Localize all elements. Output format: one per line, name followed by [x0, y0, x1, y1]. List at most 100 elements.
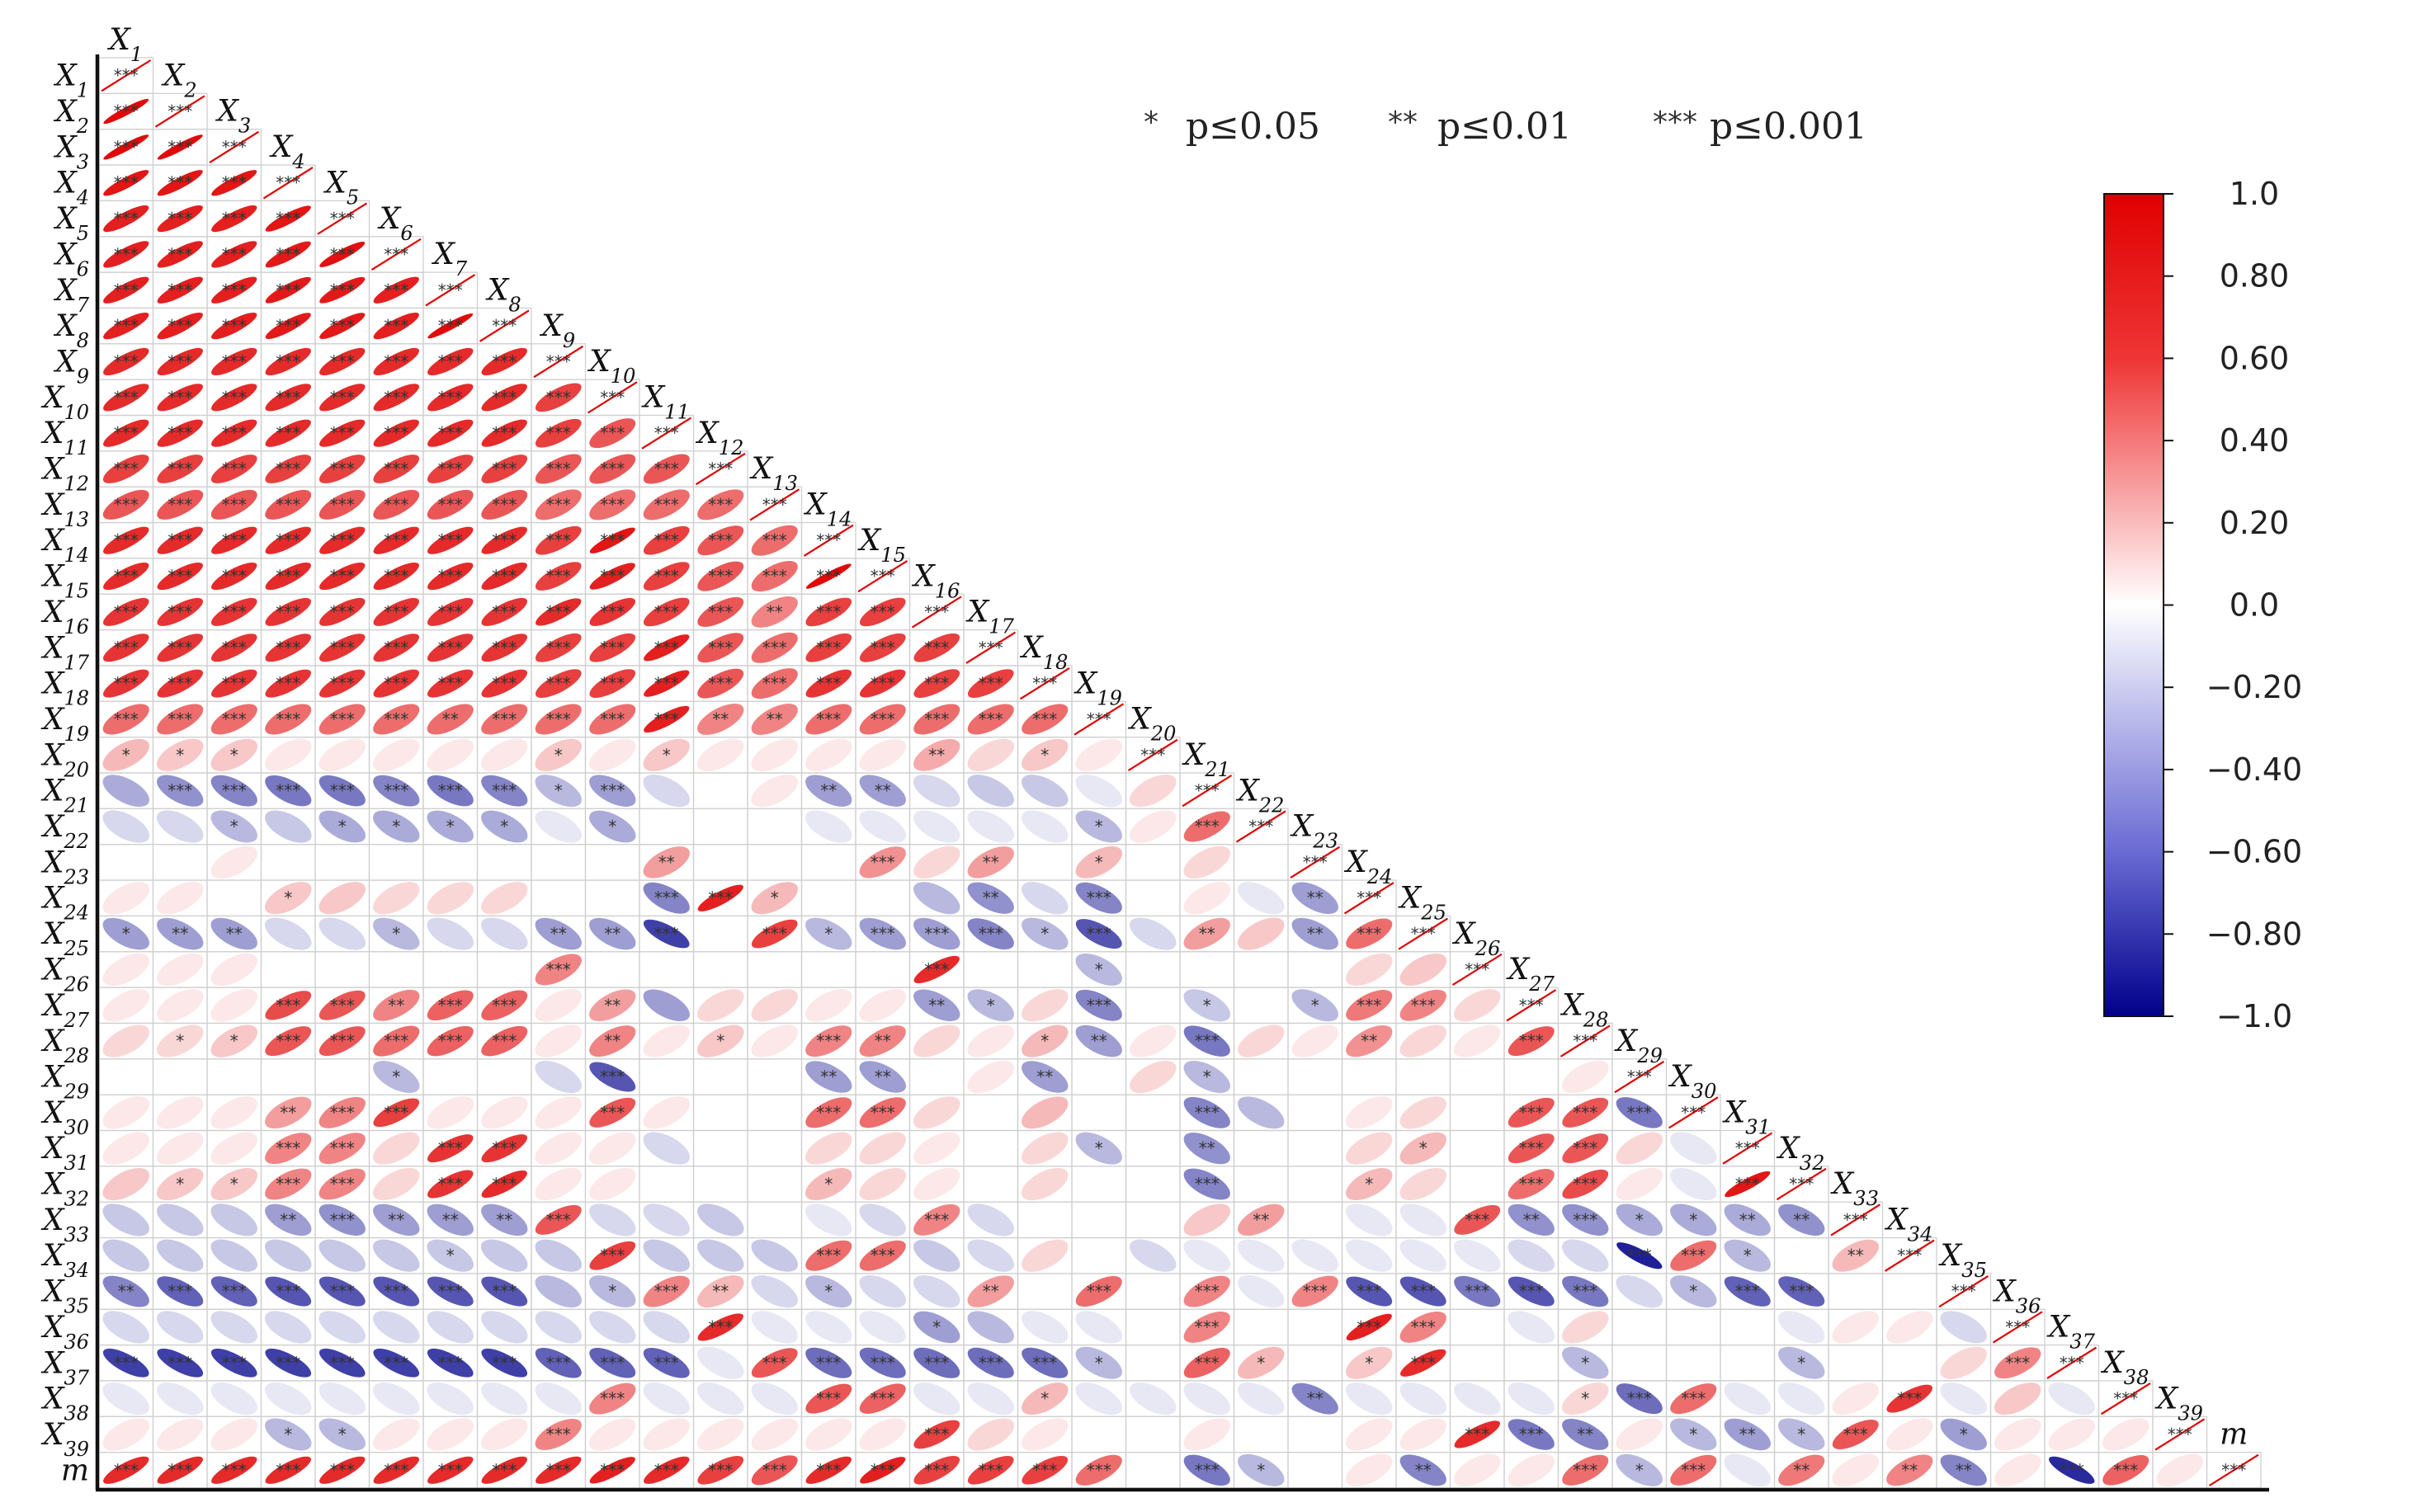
ellipse-m-X25	[1399, 1454, 1446, 1486]
ellipse-X14-X3	[211, 526, 257, 554]
significance-X19-X3: ***	[222, 709, 247, 729]
significance-X24-X4: *	[284, 888, 292, 908]
significance-X10-X8: ***	[492, 388, 517, 407]
ellipse-X30-X5	[319, 1096, 366, 1128]
ellipse-X38-X2	[156, 1382, 204, 1415]
ellipse-X29-X3	[210, 1060, 258, 1094]
ellipse-X33-X19	[1075, 1203, 1123, 1236]
significance-X18-X16: ***	[924, 674, 949, 694]
ellipse-X31-X22	[1237, 1132, 1285, 1165]
ellipse-X17-X4	[265, 634, 312, 662]
ellipse-X23-X2	[156, 845, 204, 879]
ellipse-X39-X18	[1021, 1418, 1069, 1451]
ellipse-X34-X20	[1129, 1239, 1177, 1272]
significance-X5-X2: ***	[168, 209, 192, 228]
significance-X15-X9: ***	[546, 567, 571, 586]
significance-X8-X3: ***	[222, 316, 247, 336]
ellipse-X8-X6	[373, 312, 419, 340]
ellipse-X31-X7	[427, 1134, 474, 1163]
significance-X10-X2: ***	[168, 388, 192, 407]
significance-X24-X11: ***	[654, 888, 679, 908]
significance-X17-X12: ***	[708, 638, 733, 657]
significance-X38-X29: ***	[1627, 1389, 1652, 1409]
significance-X18-X7: ***	[438, 674, 463, 694]
significance-X15-X7: ***	[438, 567, 463, 586]
ellipse-X24-X5	[319, 882, 366, 915]
ellipse-X25-X12	[696, 917, 744, 950]
colorbar-label--0.4: −0.40	[2206, 751, 2302, 788]
ellipse-X27-X3	[210, 989, 258, 1022]
ellipse-X30-X2	[156, 1096, 204, 1129]
ellipse-X28-X6	[373, 1025, 420, 1057]
ellipse-X34-X6	[373, 1239, 420, 1272]
ellipse-X15-X12	[697, 561, 744, 591]
ellipse-X33-X7	[427, 1203, 474, 1236]
ellipse-X33-X5	[319, 1203, 366, 1236]
ellipse-X35-X23	[1291, 1275, 1338, 1307]
ellipse-X23-X11	[643, 846, 690, 878]
ellipse-X24-X20	[1129, 882, 1177, 915]
ellipse-X30-X13	[751, 1096, 799, 1129]
ellipse-X25-X14	[805, 917, 852, 950]
significance-X13-X5: ***	[330, 495, 355, 515]
ellipse-X37-X6	[373, 1348, 420, 1378]
ellipse-X22-X6	[373, 810, 420, 843]
ellipse-X30-X26	[1453, 1096, 1501, 1129]
significance-X39-X31: **	[1739, 1425, 1756, 1444]
ellipse-X36-X14	[805, 1311, 852, 1344]
ellipse-X39-X15	[859, 1418, 907, 1451]
ellipse-X23-X21	[1183, 845, 1231, 879]
significance-X11-X7: ***	[438, 423, 463, 443]
row-label-X11: X11	[40, 417, 89, 459]
ellipse-X22-X20	[1129, 810, 1177, 843]
significance-X19-X4: ***	[276, 709, 300, 729]
ellipse-X30-X8	[480, 1096, 528, 1129]
diagonal-mark-X30	[1668, 1096, 1719, 1129]
significance-m-X1: ***	[114, 1460, 139, 1480]
significance-X31-X8: ***	[492, 1138, 517, 1158]
significance-m-X14: ***	[816, 1460, 841, 1480]
ellipse-m-X26	[1453, 1453, 1501, 1486]
significance-X9-X4: ***	[276, 351, 300, 371]
ellipse-X33-X31	[1724, 1203, 1771, 1236]
significance-X14-X6: ***	[384, 530, 408, 550]
ellipse-X38-X20	[1129, 1382, 1177, 1415]
ellipse-X34-X19	[1075, 1239, 1123, 1272]
significance-X6-X6: ***	[384, 244, 408, 264]
ellipse-X35-X25	[1399, 1276, 1446, 1307]
significance-X27-X4: ***	[276, 996, 300, 1015]
ellipse-X20-X12	[696, 738, 744, 771]
ellipse-X19-X5	[319, 704, 366, 735]
ellipse-X35-X26	[1454, 1275, 1501, 1307]
row-label-X15: X15	[40, 560, 89, 603]
colorbar-gradient	[2103, 193, 2164, 1017]
significance-X37-X5: ***	[330, 1353, 355, 1373]
significance-X28-X5: ***	[330, 1031, 355, 1051]
ellipse-X19-X7	[427, 704, 474, 735]
significance-X27-X8: ***	[492, 996, 517, 1015]
ellipse-X14-X5	[319, 526, 366, 554]
ellipse-X24-X1	[102, 882, 150, 915]
ellipse-X38-X22	[1237, 1382, 1285, 1415]
ellipse-X13-X5	[319, 489, 366, 520]
significance-X35-X8: ***	[492, 1282, 517, 1302]
ellipse-X19-X18	[1022, 704, 1069, 735]
significance-X30-X6: ***	[384, 1103, 408, 1123]
ellipse-X37-X3	[210, 1348, 257, 1378]
significance-X31-X5: ***	[330, 1138, 355, 1158]
significance-X35-X2: ***	[168, 1282, 192, 1302]
significance-X25-X14: *	[824, 924, 833, 944]
significance-X22-X8: *	[500, 817, 508, 836]
ellipse-X30-X4	[265, 1096, 312, 1129]
row-label-X23: X23	[40, 845, 89, 888]
ellipse-X35-X31	[1724, 1276, 1771, 1307]
significance-X33-X28: ***	[1573, 1210, 1597, 1230]
significance-X16-X5: ***	[330, 602, 355, 622]
ellipse-X22-X18	[1021, 810, 1069, 843]
column-label-X31: X31	[1722, 1096, 1771, 1139]
significance-X21-X6: ***	[384, 781, 408, 801]
significance-X24-X19: ***	[1087, 888, 1111, 908]
ellipse-X17-X6	[373, 634, 420, 662]
ellipse-X14-X12	[697, 525, 744, 556]
ellipse-X16-X5	[319, 597, 366, 626]
